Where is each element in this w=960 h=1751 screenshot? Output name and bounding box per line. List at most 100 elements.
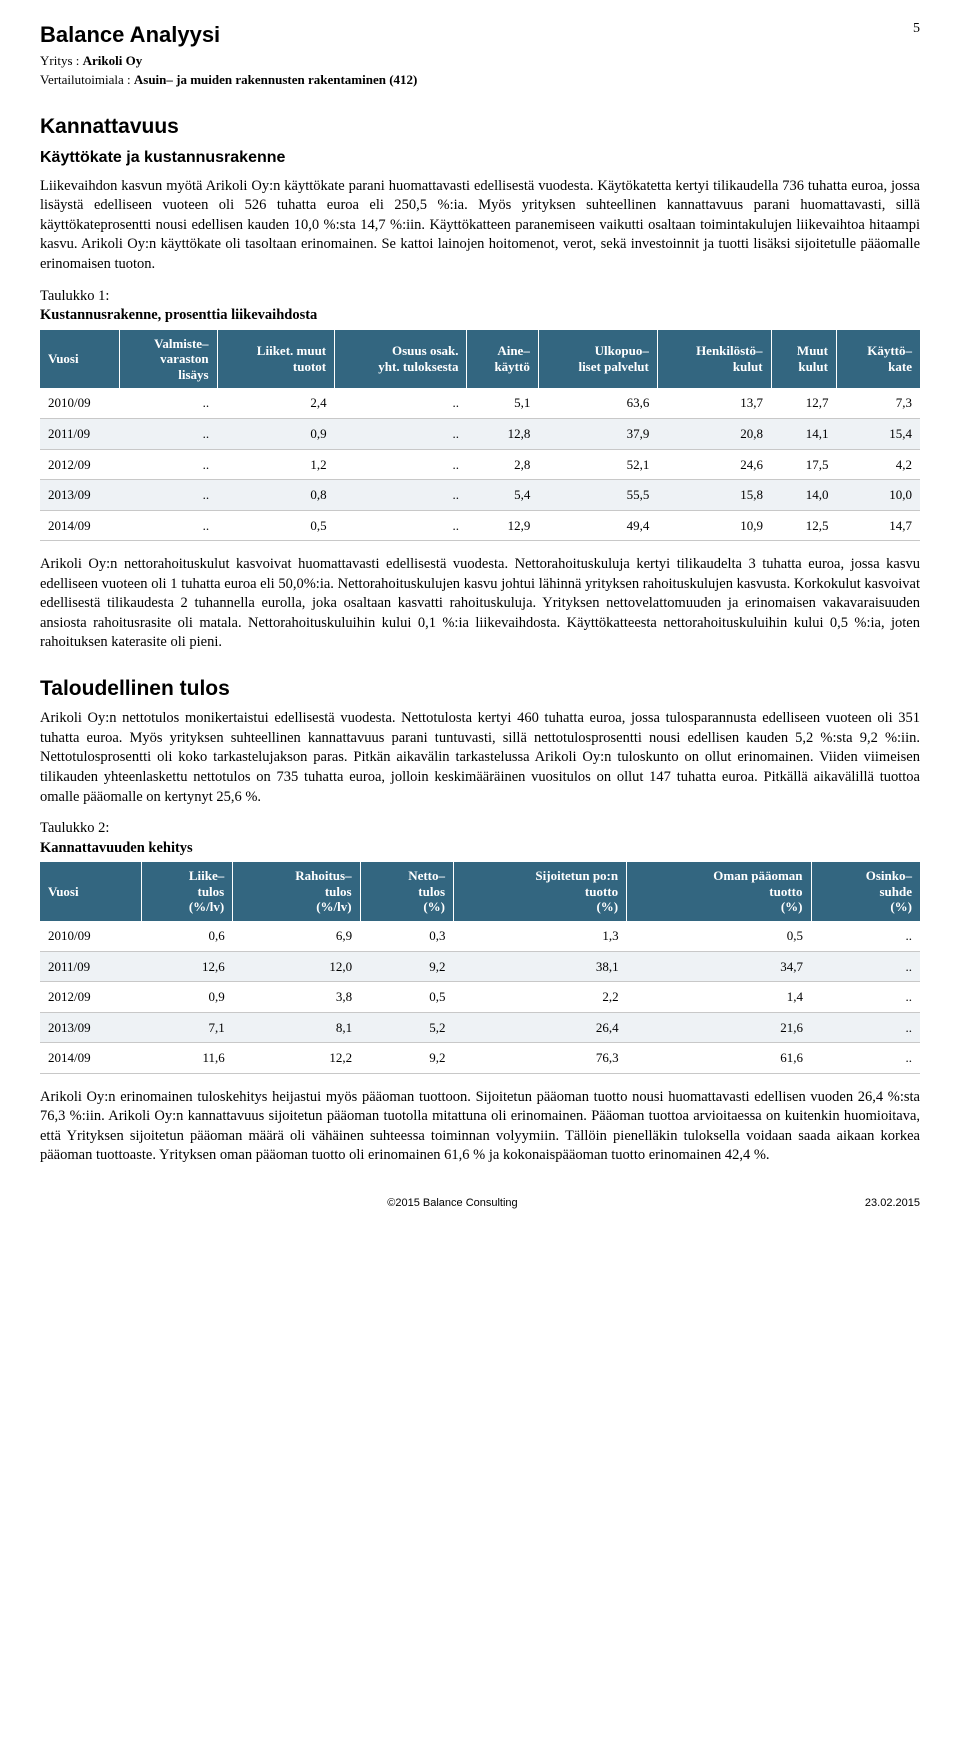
table2-cell: 9,2	[360, 951, 453, 982]
table1-col-5: Ulkopuo–liset palvelut	[538, 330, 657, 389]
section-kannattavuus-heading: Kannattavuus	[40, 113, 920, 141]
table1-col-3: Osuus osak.yht. tuloksesta	[335, 330, 467, 389]
table1-col-0: Vuosi	[40, 330, 120, 389]
table1-cell: 14,7	[836, 510, 920, 541]
paragraph-nettotulos: Arikoli Oy:n nettotulos monikertaistui e…	[40, 709, 920, 807]
table2-cell: 2013/09	[40, 1012, 142, 1043]
table2-cell: 1,4	[627, 982, 811, 1013]
table1-cell: 2013/09	[40, 480, 120, 511]
table1-col-7: Muutkulut	[771, 330, 836, 389]
table-kustannusrakenne: VuosiValmiste–varastonlisäysLiiket. muut…	[40, 330, 920, 542]
table2-cell: ..	[811, 982, 920, 1013]
table1-header-row: VuosiValmiste–varastonlisäysLiiket. muut…	[40, 330, 920, 389]
table1-cell: 15,8	[657, 480, 771, 511]
table2-cell: ..	[811, 951, 920, 982]
paragraph-paaoman-tuotto: Arikoli Oy:n erinomainen tuloskehitys he…	[40, 1088, 920, 1166]
table1-cell: 10,9	[657, 510, 771, 541]
table2-cell: 0,9	[142, 982, 233, 1013]
table1-cell: 5,1	[467, 388, 538, 418]
table1-cell: 7,3	[836, 388, 920, 418]
table1-cell: 2014/09	[40, 510, 120, 541]
page-number: 5	[913, 20, 920, 39]
table1-cell: 0,8	[217, 480, 335, 511]
table-row: 2012/090,93,80,52,21,4..	[40, 982, 920, 1013]
table-row: 2012/09..1,2..2,852,124,617,54,2	[40, 449, 920, 480]
table2-cell: ..	[811, 1043, 920, 1074]
table2-cell: 8,1	[233, 1012, 360, 1043]
table2-cell: 0,3	[360, 921, 453, 951]
table2-cell: ..	[811, 1012, 920, 1043]
table1-cell: ..	[120, 480, 217, 511]
table2-cell: 0,5	[627, 921, 811, 951]
table2-cell: 2,2	[454, 982, 627, 1013]
table2-col-5: Oman pääomantuotto(%)	[627, 862, 811, 921]
table1-cell: 12,9	[467, 510, 538, 541]
company-line: Yritys : Arikoli Oy	[40, 52, 417, 70]
table1-cell: 2,8	[467, 449, 538, 480]
table-row: 2013/09..0,8..5,455,515,814,010,0	[40, 480, 920, 511]
table1-cell: 37,9	[538, 418, 657, 449]
table1-cell: 12,8	[467, 418, 538, 449]
table2-cell: 61,6	[627, 1043, 811, 1074]
table1-cell: 17,5	[771, 449, 836, 480]
company-value: Arikoli Oy	[83, 53, 143, 68]
table1-cell: 12,7	[771, 388, 836, 418]
table2-cell: 26,4	[454, 1012, 627, 1043]
table2-col-6: Osinko–suhde(%)	[811, 862, 920, 921]
table1-cell: 20,8	[657, 418, 771, 449]
document-title: Balance Analyysi	[40, 20, 417, 50]
table1-cell: 2010/09	[40, 388, 120, 418]
table1-cell: ..	[335, 388, 467, 418]
table1-col-1: Valmiste–varastonlisäys	[120, 330, 217, 389]
table1-cell: 12,5	[771, 510, 836, 541]
table1-cell: 5,4	[467, 480, 538, 511]
table2-col-2: Rahoitus–tulos(%/lv)	[233, 862, 360, 921]
table2-cell: 2011/09	[40, 951, 142, 982]
table1-cell: 1,2	[217, 449, 335, 480]
table2-cell: 38,1	[454, 951, 627, 982]
table1-cell: ..	[335, 480, 467, 511]
table1-cell: ..	[120, 388, 217, 418]
table-row: 2011/0912,612,09,238,134,7..	[40, 951, 920, 982]
table-row: 2013/097,18,15,226,421,6..	[40, 1012, 920, 1043]
table1-col-6: Henkilöstö–kulut	[657, 330, 771, 389]
table2-cell: 12,0	[233, 951, 360, 982]
footer-copyright: ©2015 Balance Consulting	[387, 1196, 517, 1211]
table2-header-row: VuosiLiike–tulos(%/lv)Rahoitus–tulos(%/l…	[40, 862, 920, 921]
table2-cell: 9,2	[360, 1043, 453, 1074]
table1-cell: 2011/09	[40, 418, 120, 449]
table1-cell: 49,4	[538, 510, 657, 541]
table2-cell: 2010/09	[40, 921, 142, 951]
table1-cell: 55,5	[538, 480, 657, 511]
table-row: 2014/09..0,5..12,949,410,912,514,7	[40, 510, 920, 541]
table-row: 2014/0911,612,29,276,361,6..	[40, 1043, 920, 1074]
table1-cell: ..	[335, 510, 467, 541]
table2-cell: 11,6	[142, 1043, 233, 1074]
document-header: Balance Analyysi Yritys : Arikoli Oy Ver…	[40, 20, 920, 91]
table2-cell: 21,6	[627, 1012, 811, 1043]
table1-col-2: Liiket. muuttuotot	[217, 330, 335, 389]
table2-cell: 2012/09	[40, 982, 142, 1013]
table2-cell: 7,1	[142, 1012, 233, 1043]
table1-cell: 24,6	[657, 449, 771, 480]
table1-caption-line1: Taulukko 1:	[40, 287, 920, 307]
table2-cell: 0,5	[360, 982, 453, 1013]
table-row: 2010/09..2,4..5,163,613,712,77,3	[40, 388, 920, 418]
table-kannattavuuden-kehitys: VuosiLiike–tulos(%/lv)Rahoitus–tulos(%/l…	[40, 862, 920, 1074]
section-taloudellinen-heading: Taloudellinen tulos	[40, 675, 920, 703]
table2-col-1: Liike–tulos(%/lv)	[142, 862, 233, 921]
table2-cell: ..	[811, 921, 920, 951]
table2-cell: 34,7	[627, 951, 811, 982]
table2-cell: 5,2	[360, 1012, 453, 1043]
table1-cell: 10,0	[836, 480, 920, 511]
table-row: 2010/090,66,90,31,30,5..	[40, 921, 920, 951]
industry-value: Asuin– ja muiden rakennusten rakentamine…	[134, 72, 418, 87]
table1-cell: 15,4	[836, 418, 920, 449]
table1-cell: 2012/09	[40, 449, 120, 480]
table2-cell: 0,6	[142, 921, 233, 951]
footer-date: 23.02.2015	[865, 1196, 920, 1211]
table1-cell: 0,5	[217, 510, 335, 541]
company-label: Yritys :	[40, 53, 83, 68]
paragraph-kayttokate: Liikevaihdon kasvun myötä Arikoli Oy:n k…	[40, 177, 920, 275]
table1-cell: 0,9	[217, 418, 335, 449]
